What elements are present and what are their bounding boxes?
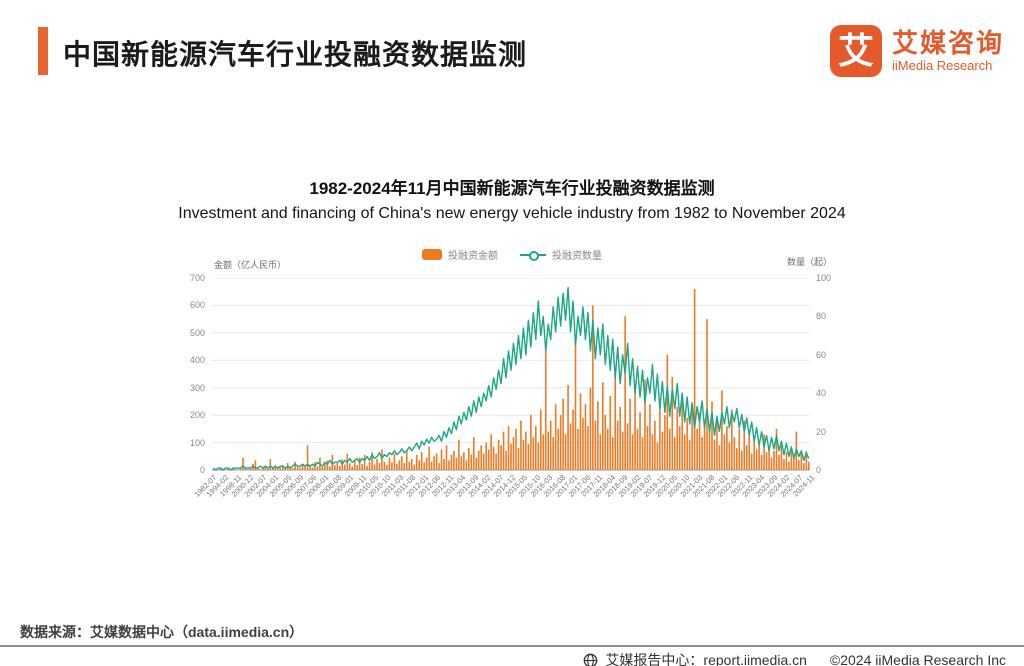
y-axis-tick-label: 700 xyxy=(189,273,205,283)
legend-item-count: 投融资数量 xyxy=(520,247,602,262)
legend-label-amount: 投融资金额 xyxy=(448,251,498,262)
bar-swatch-icon xyxy=(422,249,442,260)
footer: 艾媒报告中心：report.iimedia.cn ©2024 iiMedia R… xyxy=(583,650,1006,666)
y-axis-tick-label: 20 xyxy=(816,426,827,437)
footer-copyright: ©2024 iiMedia Research Inc xyxy=(829,652,1006,666)
y-axis-tick-label: 60 xyxy=(816,349,827,360)
y-axis-tick-label: 0 xyxy=(199,465,205,475)
y-axis-tick-label: 600 xyxy=(189,300,205,311)
brand-name-en: iiMedia Research xyxy=(891,57,993,73)
brand-logo: 艾 艾媒咨询 iiMedia Research xyxy=(829,25,1004,77)
header-accent-bar xyxy=(38,27,48,75)
line-marker-icon xyxy=(520,250,546,261)
legend-item-amount: 投融资金额 xyxy=(422,247,498,262)
legend-label-count: 投融资数量 xyxy=(552,251,602,262)
footer-report-center: 艾媒报告中心：report.iimedia.cn xyxy=(605,652,807,666)
chart-subtitle: Investment and financing of China's new … xyxy=(178,205,846,222)
footer-divider xyxy=(0,645,1024,647)
logo-icon: 艾 xyxy=(829,25,882,77)
gridlines-group xyxy=(212,278,810,471)
y-axis-tick-label: 100 xyxy=(816,273,832,283)
logo-wordmark: 艾媒咨询 iiMedia Research xyxy=(892,29,1004,73)
page-title: 中国新能源汽车行业投融资数据监测 xyxy=(63,39,528,70)
y-axis-left-title: 金额（亿人民币） xyxy=(214,260,287,270)
y-axis-right-title: 数量（起） xyxy=(787,257,833,267)
y-axis-tick-label: 500 xyxy=(189,327,205,338)
chart-title: 1982-2024年11月中国新能源汽车行业投融资数据监测 xyxy=(309,179,715,198)
y-axis-tick-label: 400 xyxy=(189,355,205,366)
y-axis-tick-label: 40 xyxy=(816,388,827,399)
globe-icon xyxy=(584,653,598,666)
line-series-path xyxy=(212,286,810,471)
bar-series-group xyxy=(212,288,810,470)
chart-canvas xyxy=(212,278,810,471)
y-axis-tick-label: 80 xyxy=(816,311,827,322)
source-note: 数据来源：艾媒数据中心（data.iimedia.cn） xyxy=(20,624,304,640)
y-axis-tick-label: 200 xyxy=(189,410,205,421)
brand-name-cn: 艾媒咨询 xyxy=(891,27,1004,58)
y-axis-tick-label: 300 xyxy=(189,382,205,393)
chart-legend: 投融资金额 投融资数量 xyxy=(0,247,1024,262)
y-axis-tick-label: 0 xyxy=(816,465,822,475)
y-axis-tick-label: 100 xyxy=(189,437,205,448)
